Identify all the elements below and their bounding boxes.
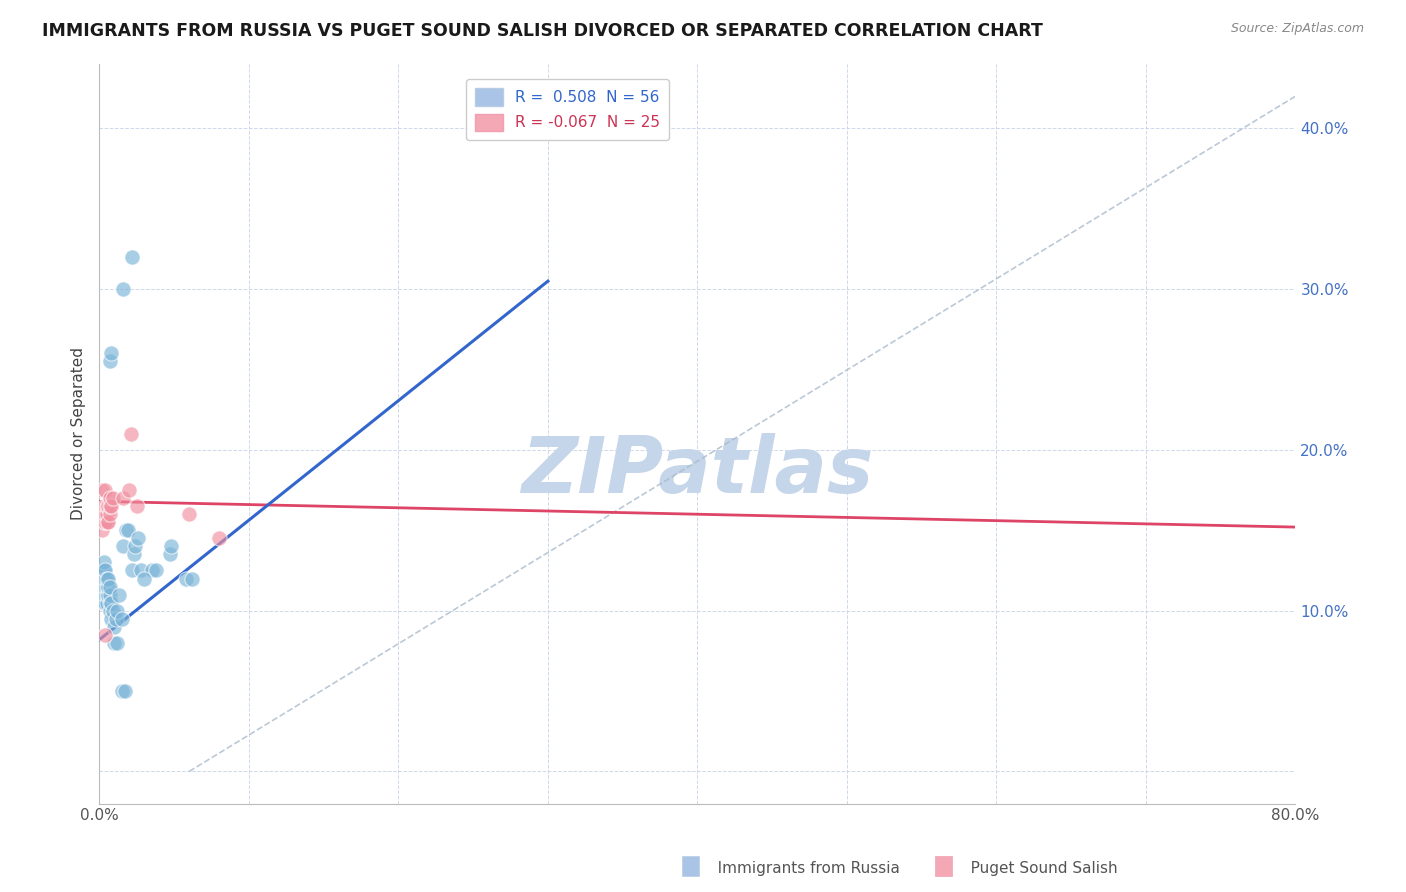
Point: [97, 515, 120, 529]
Point: [100, 499, 122, 513]
Point: [160, 540, 183, 554]
Point: [94, 564, 117, 578]
Point: [111, 684, 134, 698]
Text: Puget Sound Salish: Puget Sound Salish: [956, 861, 1118, 876]
Point: [94, 596, 117, 610]
Point: [115, 524, 138, 538]
Point: [103, 636, 125, 650]
Point: [121, 564, 143, 578]
Point: [114, 684, 136, 698]
Point: [96, 588, 118, 602]
Point: [96, 515, 118, 529]
Point: [93, 564, 115, 578]
Point: [98, 354, 121, 368]
Text: Source: ZipAtlas.com: Source: ZipAtlas.com: [1230, 22, 1364, 36]
Text: ZIPatlas: ZIPatlas: [522, 433, 873, 508]
Point: [96, 596, 118, 610]
Point: [98, 604, 121, 618]
Point: [93, 515, 115, 529]
Point: [120, 426, 142, 441]
Legend: R =  0.508  N = 56, R = -0.067  N = 25: R = 0.508 N = 56, R = -0.067 N = 25: [465, 79, 669, 140]
Point: [125, 499, 148, 513]
Point: [103, 620, 125, 634]
Point: [112, 491, 135, 505]
Point: [111, 612, 134, 626]
Point: [91, 564, 114, 578]
Point: [90, 572, 112, 586]
Point: [100, 596, 122, 610]
Point: [134, 572, 156, 586]
Point: [112, 540, 135, 554]
Y-axis label: Divorced or Separated: Divorced or Separated: [72, 347, 86, 520]
Point: [101, 604, 124, 618]
Point: [122, 548, 145, 562]
Text: IMMIGRANTS FROM RUSSIA VS PUGET SOUND SALISH DIVORCED OR SEPARATED CORRELATION C: IMMIGRANTS FROM RUSSIA VS PUGET SOUND SA…: [42, 22, 1043, 40]
Point: [98, 588, 121, 602]
Point: [93, 572, 115, 586]
Point: [97, 588, 120, 602]
Point: [98, 491, 121, 505]
Text: Immigrants from Russia: Immigrants from Russia: [703, 861, 900, 876]
Point: [94, 507, 117, 521]
Point: [96, 572, 118, 586]
Point: [179, 507, 201, 521]
Point: [94, 572, 117, 586]
Point: [105, 636, 128, 650]
Point: [98, 499, 121, 513]
Point: [97, 499, 120, 513]
Point: [93, 580, 115, 594]
Point: [181, 572, 204, 586]
Point: [159, 548, 181, 562]
Point: [121, 250, 143, 264]
Point: [94, 483, 117, 497]
Point: [91, 524, 114, 538]
Point: [98, 580, 121, 594]
Point: [98, 596, 121, 610]
Point: [93, 507, 115, 521]
Point: [145, 564, 167, 578]
Point: [174, 572, 197, 586]
Point: [129, 564, 152, 578]
Point: [94, 580, 117, 594]
Point: [112, 282, 135, 296]
Point: [98, 507, 121, 521]
Point: [96, 507, 118, 521]
Point: [91, 580, 114, 594]
Point: [118, 483, 141, 497]
Point: [96, 499, 118, 513]
Point: [117, 524, 139, 538]
Point: [101, 491, 124, 505]
Point: [100, 346, 122, 360]
Point: [94, 588, 117, 602]
Point: [91, 588, 114, 602]
Point: [94, 515, 117, 529]
Point: [94, 628, 117, 642]
Point: [208, 532, 231, 546]
Point: [100, 612, 122, 626]
Point: [90, 580, 112, 594]
Point: [141, 564, 163, 578]
Point: [93, 588, 115, 602]
Point: [91, 572, 114, 586]
Point: [104, 612, 127, 626]
Point: [97, 580, 120, 594]
Point: [105, 604, 128, 618]
Point: [93, 556, 115, 570]
Point: [96, 580, 118, 594]
Point: [93, 596, 115, 610]
Point: [94, 499, 117, 513]
Point: [97, 572, 120, 586]
Point: [91, 483, 114, 497]
Point: [127, 532, 149, 546]
Point: [124, 540, 146, 554]
Point: [108, 588, 131, 602]
